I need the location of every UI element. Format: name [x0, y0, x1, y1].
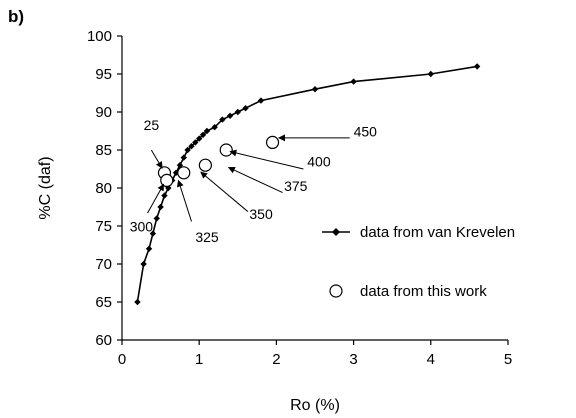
- series-this-work: [157, 135, 280, 187]
- annotations: 25 300 325 350 375 400 450: [130, 117, 377, 245]
- data-point-van-krevelen: [145, 245, 153, 252]
- legend: data from van Krevelen data from this wo…: [322, 224, 515, 300]
- legend-diamond-marker: [332, 228, 340, 236]
- panel-label: b): [8, 7, 24, 26]
- annotation-arrow: [200, 171, 249, 212]
- data-point-van-krevelen: [188, 143, 195, 150]
- data-point-van-krevelen: [199, 131, 207, 138]
- y-tick-label: 80: [95, 180, 112, 197]
- data-point-van-krevelen: [196, 135, 203, 142]
- data-point-van-krevelen: [153, 215, 160, 222]
- data-point-this-work: [219, 143, 233, 157]
- data-point-this-work: [265, 135, 280, 149]
- data-point-van-krevelen: [226, 112, 234, 119]
- data-point-van-krevelen: [161, 192, 168, 199]
- annotation-label: 25: [144, 117, 160, 133]
- y-tick-label: 70: [95, 256, 112, 273]
- x-tick-label: 2: [272, 351, 280, 368]
- data-point-van-krevelen: [350, 78, 357, 85]
- y-tick-label: 100: [87, 28, 112, 45]
- data-point-van-krevelen: [157, 203, 164, 211]
- y-tick-label: 65: [95, 294, 112, 311]
- series-line-van-krevelen: [136, 65, 478, 303]
- data-point-this-work: [160, 173, 174, 187]
- y-tick-label: 75: [95, 218, 112, 235]
- annotation-label: 400: [307, 154, 331, 170]
- x-axis-title: Ro (%): [290, 397, 340, 414]
- y-tick-label: 60: [95, 332, 112, 349]
- data-point-this-work: [198, 158, 212, 172]
- legend-label-van-krevelen: data from van Krevelen: [360, 224, 515, 241]
- data-point-van-krevelen: [257, 97, 265, 104]
- data-point-van-krevelen: [242, 105, 249, 112]
- y-tick-label: 95: [95, 66, 112, 83]
- data-point-van-krevelen: [140, 260, 147, 268]
- data-point-van-krevelen: [184, 146, 191, 154]
- data-point-van-krevelen: [165, 184, 172, 192]
- annotation-arrow: [147, 183, 165, 214]
- data-point-van-krevelen: [473, 63, 481, 70]
- x-tick-label: 3: [349, 351, 357, 368]
- annotation-label: 325: [195, 229, 219, 245]
- data-point-van-krevelen: [219, 116, 226, 123]
- annotation-label: 375: [284, 178, 308, 194]
- data-point-van-krevelen: [211, 124, 218, 131]
- data-point-van-krevelen: [311, 86, 319, 93]
- data-point-van-krevelen: [180, 154, 187, 161]
- y-tick-label: 90: [95, 104, 112, 121]
- y-tick-label: 85: [95, 142, 112, 159]
- annotation-label: 450: [354, 123, 378, 139]
- y-axis-title: %C (daf): [37, 156, 54, 219]
- data-point-van-krevelen: [203, 127, 211, 135]
- x-tick-label: 0: [118, 351, 126, 368]
- data-point-van-krevelen: [192, 139, 199, 146]
- x-tick-label: 4: [427, 351, 435, 368]
- data-point-this-work: [177, 166, 191, 180]
- x-tick-label: 5: [504, 351, 512, 368]
- data-point-van-krevelen: [149, 230, 157, 237]
- legend-circle-marker: [329, 284, 343, 298]
- data-point-van-krevelen: [134, 298, 141, 306]
- axes: [117, 35, 509, 345]
- legend-label-this-work: data from this work: [360, 283, 487, 300]
- data-point-van-krevelen: [427, 70, 434, 78]
- annotation-arrow: [150, 149, 163, 169]
- annotation-arrow: [227, 166, 283, 194]
- annotation-arrow: [176, 179, 192, 222]
- tick-labels: 0 1 2 3 4 5 60 65 70 75 80 85 90 95 100: [87, 28, 512, 368]
- annotation-label: 350: [249, 206, 273, 222]
- data-point-van-krevelen: [234, 108, 241, 116]
- annotation-arrow: [229, 149, 304, 170]
- annotation-label: 300: [130, 218, 154, 234]
- series-van-krevelen: [134, 63, 481, 306]
- x-tick-label: 1: [195, 351, 203, 368]
